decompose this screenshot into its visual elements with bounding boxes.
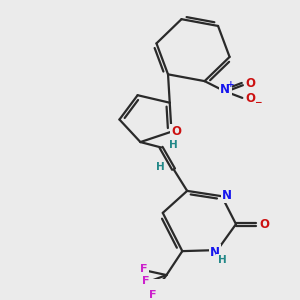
Text: −: − [254,98,262,107]
Text: O: O [245,92,255,105]
Text: N: N [210,245,220,259]
Text: F: F [142,276,150,286]
Text: H: H [156,162,164,172]
Text: H: H [169,140,178,151]
Text: H: H [218,255,226,265]
Text: +: + [227,80,235,88]
Text: F: F [140,264,148,274]
Text: N: N [220,82,230,95]
Text: O: O [259,218,269,231]
Text: O: O [245,76,255,90]
Text: O: O [171,125,181,138]
Text: F: F [149,290,157,300]
Text: N: N [222,189,233,202]
